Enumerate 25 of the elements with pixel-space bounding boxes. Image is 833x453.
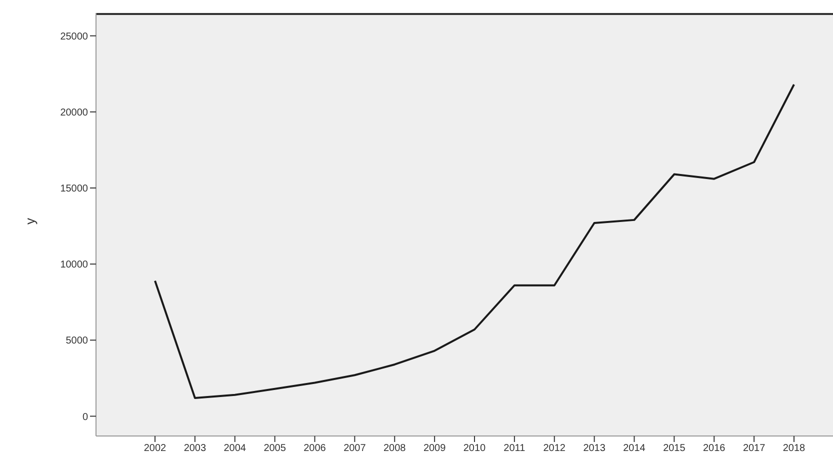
x-tick-label: 2003: [184, 443, 206, 453]
x-tick-label: 2009: [423, 443, 446, 453]
x-tick-label: 2011: [504, 443, 526, 453]
x-tick-label: 2014: [623, 443, 646, 453]
x-tick-label: 2015: [663, 443, 686, 453]
x-tick-label: 2017: [742, 443, 766, 453]
x-tick-label: 2004: [224, 443, 246, 453]
y-tick-label: 25000: [60, 31, 88, 42]
x-tick-label: 2008: [384, 443, 406, 453]
y-tick-label: 20000: [60, 107, 88, 118]
line-series: [154, 84, 795, 399]
x-tick-label: 2018: [782, 443, 806, 453]
x-tick-label: 2007: [344, 443, 366, 453]
x-tick-label: 2005: [264, 443, 286, 453]
y-tick-label: 10000: [60, 260, 88, 271]
x-tick-label: 2016: [703, 443, 726, 453]
x-tick-label: 2013: [583, 443, 606, 453]
x-tick-label: 2012: [543, 443, 566, 453]
x-tick-label: 2006: [304, 443, 326, 453]
x-tick-label: 2002: [144, 443, 167, 453]
y-tick-label: 5000: [66, 336, 88, 347]
y-tick-label: 0: [82, 412, 88, 423]
y-tick-label: 15000: [60, 184, 88, 195]
y-axis-title: y: [22, 218, 38, 224]
x-tick-label: 2010: [463, 443, 486, 453]
